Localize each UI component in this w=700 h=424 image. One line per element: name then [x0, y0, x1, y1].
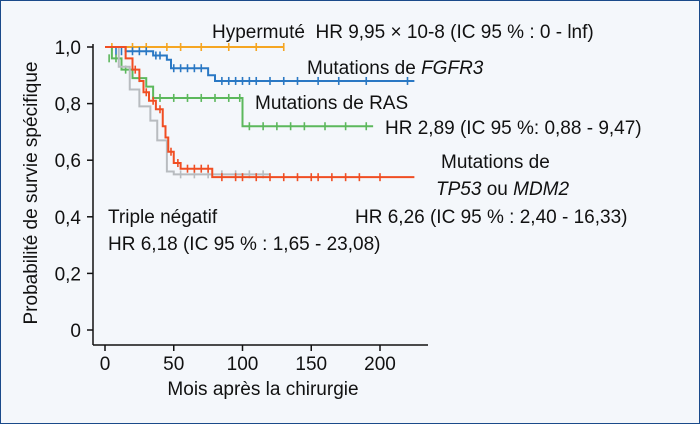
y-tick-label: 1,0	[55, 38, 81, 59]
annotation-ras-hr: HR 2,89 (IC 95 %: 0,88 - 9,47)	[385, 118, 642, 139]
survival-curve-triple	[105, 46, 270, 176]
annotation-ras: Mutations de RAS	[255, 93, 408, 114]
annotation-fgfr3-prefix: Mutations de	[307, 58, 421, 79]
series-fgfr3	[105, 46, 415, 85]
y-tick-label: 0	[70, 321, 81, 342]
y-tick-label: 0,8	[55, 95, 81, 116]
y-axis-title: Probabilité de survie spécifique	[21, 62, 42, 325]
survival-curve-fgfr3	[105, 46, 415, 82]
series-tp53	[105, 46, 415, 182]
annotation-tp53-gene: TP53	[436, 179, 482, 200]
x-axis-title: Mois après la chirurgie	[167, 379, 358, 400]
annotation-tp53-genes: TP53 ou MDM2	[436, 179, 570, 200]
annotation-hypermute: Hypermuté HR 9,95 × 10-8 (IC 95 % : 0 - …	[212, 22, 594, 43]
annotation-triple: Triple négatif	[108, 207, 218, 228]
y-tick-label: 0,6	[55, 151, 81, 172]
annotation-fgfr3-gene: FGFR3	[421, 58, 484, 79]
x-tick-label: 200	[364, 354, 396, 375]
annotation-fgfr3: Mutations de FGFR3	[307, 58, 484, 79]
x-tick-label: 100	[227, 354, 259, 375]
x-tick-label: 50	[163, 354, 184, 375]
annotation-tp53-hr: HR 6,26 (IC 95 % : 2,40 - 16,33)	[355, 207, 627, 228]
annotation-mdm2-gene: MDM2	[513, 179, 569, 200]
annotation-tp53-line1: Mutations de	[441, 152, 550, 173]
y-tick-label: 0,4	[55, 208, 82, 229]
x-tick-label: 150	[295, 354, 327, 375]
annotation-tp53-or: ou	[481, 179, 513, 200]
x-tick-label: 0	[100, 354, 111, 375]
annotation-triple-hr: HR 6,18 (IC 95 % : 1,65 - 23,08)	[108, 234, 380, 255]
y-tick-label: 0,2	[55, 264, 81, 285]
